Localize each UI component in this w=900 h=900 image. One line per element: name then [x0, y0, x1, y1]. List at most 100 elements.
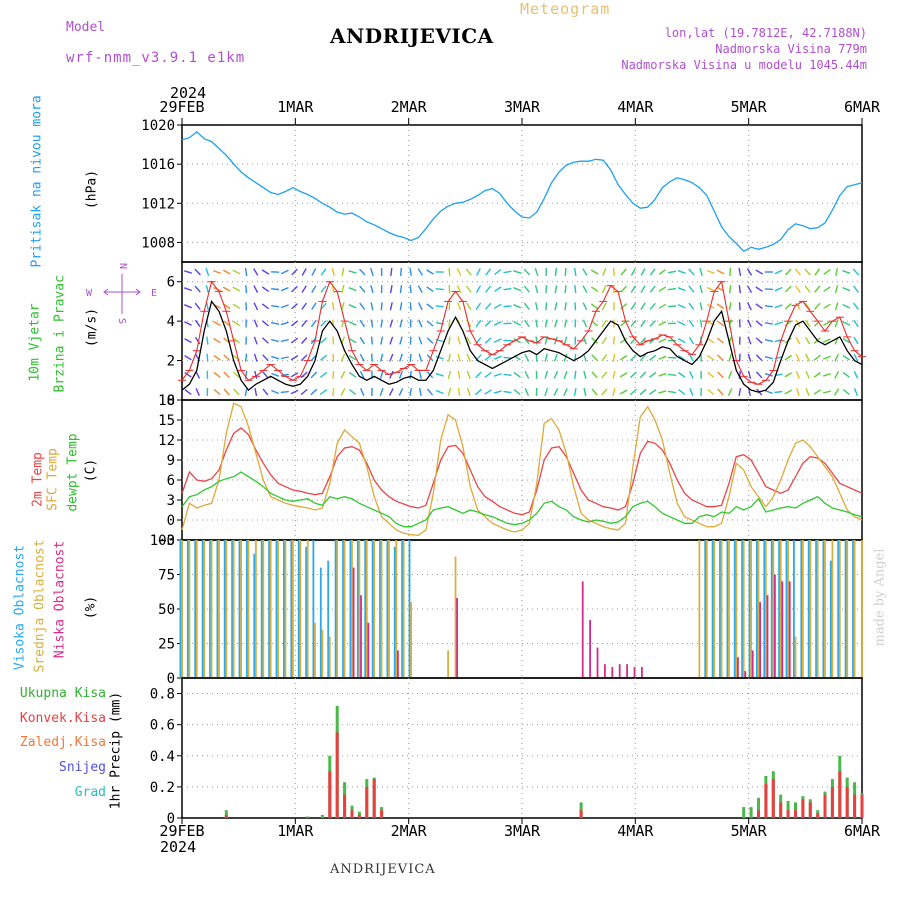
- wind-arrow: [639, 337, 647, 345]
- wind-arrow: [359, 285, 366, 293]
- wind_speed-line-top: [181, 300, 863, 393]
- wind-arrow: [834, 319, 839, 328]
- wind-arrow: [494, 269, 502, 275]
- wind-arrow: [564, 285, 567, 294]
- model-label: Model: [66, 20, 106, 35]
- wind-arrow: [503, 305, 512, 308]
- wind-arrow: [475, 319, 482, 328]
- wind-arrow: [205, 285, 210, 294]
- wind-arrow: [513, 287, 522, 292]
- watermark: made by Angel: [872, 548, 888, 647]
- wind-arrow: [784, 372, 793, 378]
- wind-arrow: [640, 302, 646, 310]
- clouds-ytick-label: 75: [158, 568, 175, 584]
- wind-arrow: [493, 372, 502, 377]
- wind-arrow: [583, 387, 587, 397]
- wind-arrow: [370, 267, 374, 277]
- wind-arrow: [213, 371, 221, 378]
- wind-arrow: [426, 320, 434, 327]
- wind-arrow: [795, 336, 801, 345]
- wind-arrow: [668, 287, 677, 291]
- wind-arrow: [814, 302, 821, 310]
- wind-arrow: [232, 269, 241, 275]
- wind-arrow: [658, 390, 667, 394]
- wind-arrow: [418, 353, 423, 362]
- wind-arrow: [639, 371, 647, 379]
- wind-arrow: [639, 388, 647, 396]
- wind-arrow: [795, 353, 801, 362]
- wind-arrow: [794, 285, 801, 293]
- wind-arrow: [280, 356, 289, 360]
- wind-arrow: [620, 285, 627, 293]
- wind-arrow: [544, 370, 549, 379]
- wind-arrow: [805, 353, 811, 362]
- year-top-label: 2024: [170, 84, 207, 102]
- wind-arrow: [194, 285, 201, 293]
- wind-arrow: [223, 354, 231, 361]
- wind-arrow: [774, 304, 783, 309]
- precip_conv-bar: [757, 810, 760, 818]
- wind-arrow: [649, 371, 657, 378]
- wind-arrow: [804, 336, 811, 345]
- wind-arrow: [380, 319, 383, 328]
- wind-arrow: [591, 354, 598, 361]
- wind-arrow: [574, 285, 577, 294]
- wind-arrow: [184, 338, 192, 344]
- wind-arrow: [280, 373, 289, 377]
- wind-arrow: [253, 302, 259, 311]
- wind-arrow: [612, 370, 616, 379]
- precipitation-ytick-label: 0: [167, 811, 175, 827]
- wind-arrow: [748, 387, 751, 397]
- wind-arrow: [195, 388, 200, 396]
- dewpoint-line: [181, 471, 863, 528]
- wind-arrow: [340, 370, 346, 379]
- wind-arrow: [591, 371, 598, 379]
- wind-arrow: [223, 371, 230, 379]
- wind-arrow: [280, 304, 289, 309]
- wind-arrow: [784, 303, 792, 310]
- wind-arrow: [699, 267, 703, 277]
- wind-arrow: [601, 285, 607, 294]
- wind-arrow: [795, 370, 801, 379]
- model-elevation-label: Nadmorska Visina u modelu 1045.44m: [621, 58, 867, 72]
- wind-arrow: [380, 353, 384, 362]
- wind-arrow: [475, 268, 481, 276]
- wind-arrow: [359, 353, 365, 362]
- wind-arrow: [738, 285, 741, 294]
- wind-arrow: [747, 370, 752, 379]
- wind-arrow: [311, 302, 317, 310]
- wind-arrow: [601, 354, 608, 362]
- wind-arrow: [707, 354, 715, 361]
- wind-arrow: [399, 336, 403, 345]
- chart-title: Meteogram: [520, 0, 611, 18]
- wind-arrow: [573, 387, 577, 397]
- wind-arrow: [320, 302, 327, 310]
- wind-arrow: [447, 370, 451, 379]
- wind-arrow: [688, 268, 695, 276]
- wind-arrow: [301, 268, 307, 276]
- wind-arrow: [707, 371, 715, 378]
- wind-arrow: [485, 268, 492, 276]
- wind-arrow: [755, 320, 763, 327]
- wind-arrow: [399, 319, 403, 328]
- wind-arrow: [359, 302, 366, 310]
- wind-arrow: [380, 302, 383, 311]
- wind-arrow: [677, 287, 686, 292]
- wind-arrow: [747, 336, 752, 345]
- wind-arrow: [280, 286, 289, 292]
- wind-arrow: [206, 353, 209, 362]
- wind-arrow: [823, 269, 831, 275]
- wind-arrow: [513, 270, 522, 274]
- model-name: wrf-nmm_v3.9.1 e1km: [66, 50, 246, 66]
- wind-arrow: [834, 353, 840, 362]
- wind-arrow: [223, 303, 231, 310]
- wind-arrow: [417, 285, 423, 294]
- wind-arrow: [341, 267, 345, 277]
- precip-frz-label: Zaledj.Kisa: [19, 735, 106, 750]
- x-label-top: 6MAR: [844, 98, 881, 116]
- temperature-ytick-label: −3: [158, 533, 175, 549]
- wind-arrow: [823, 338, 831, 343]
- wind-arrow: [184, 389, 192, 395]
- wind-arrow: [390, 267, 393, 277]
- wind-arrow: [513, 371, 521, 378]
